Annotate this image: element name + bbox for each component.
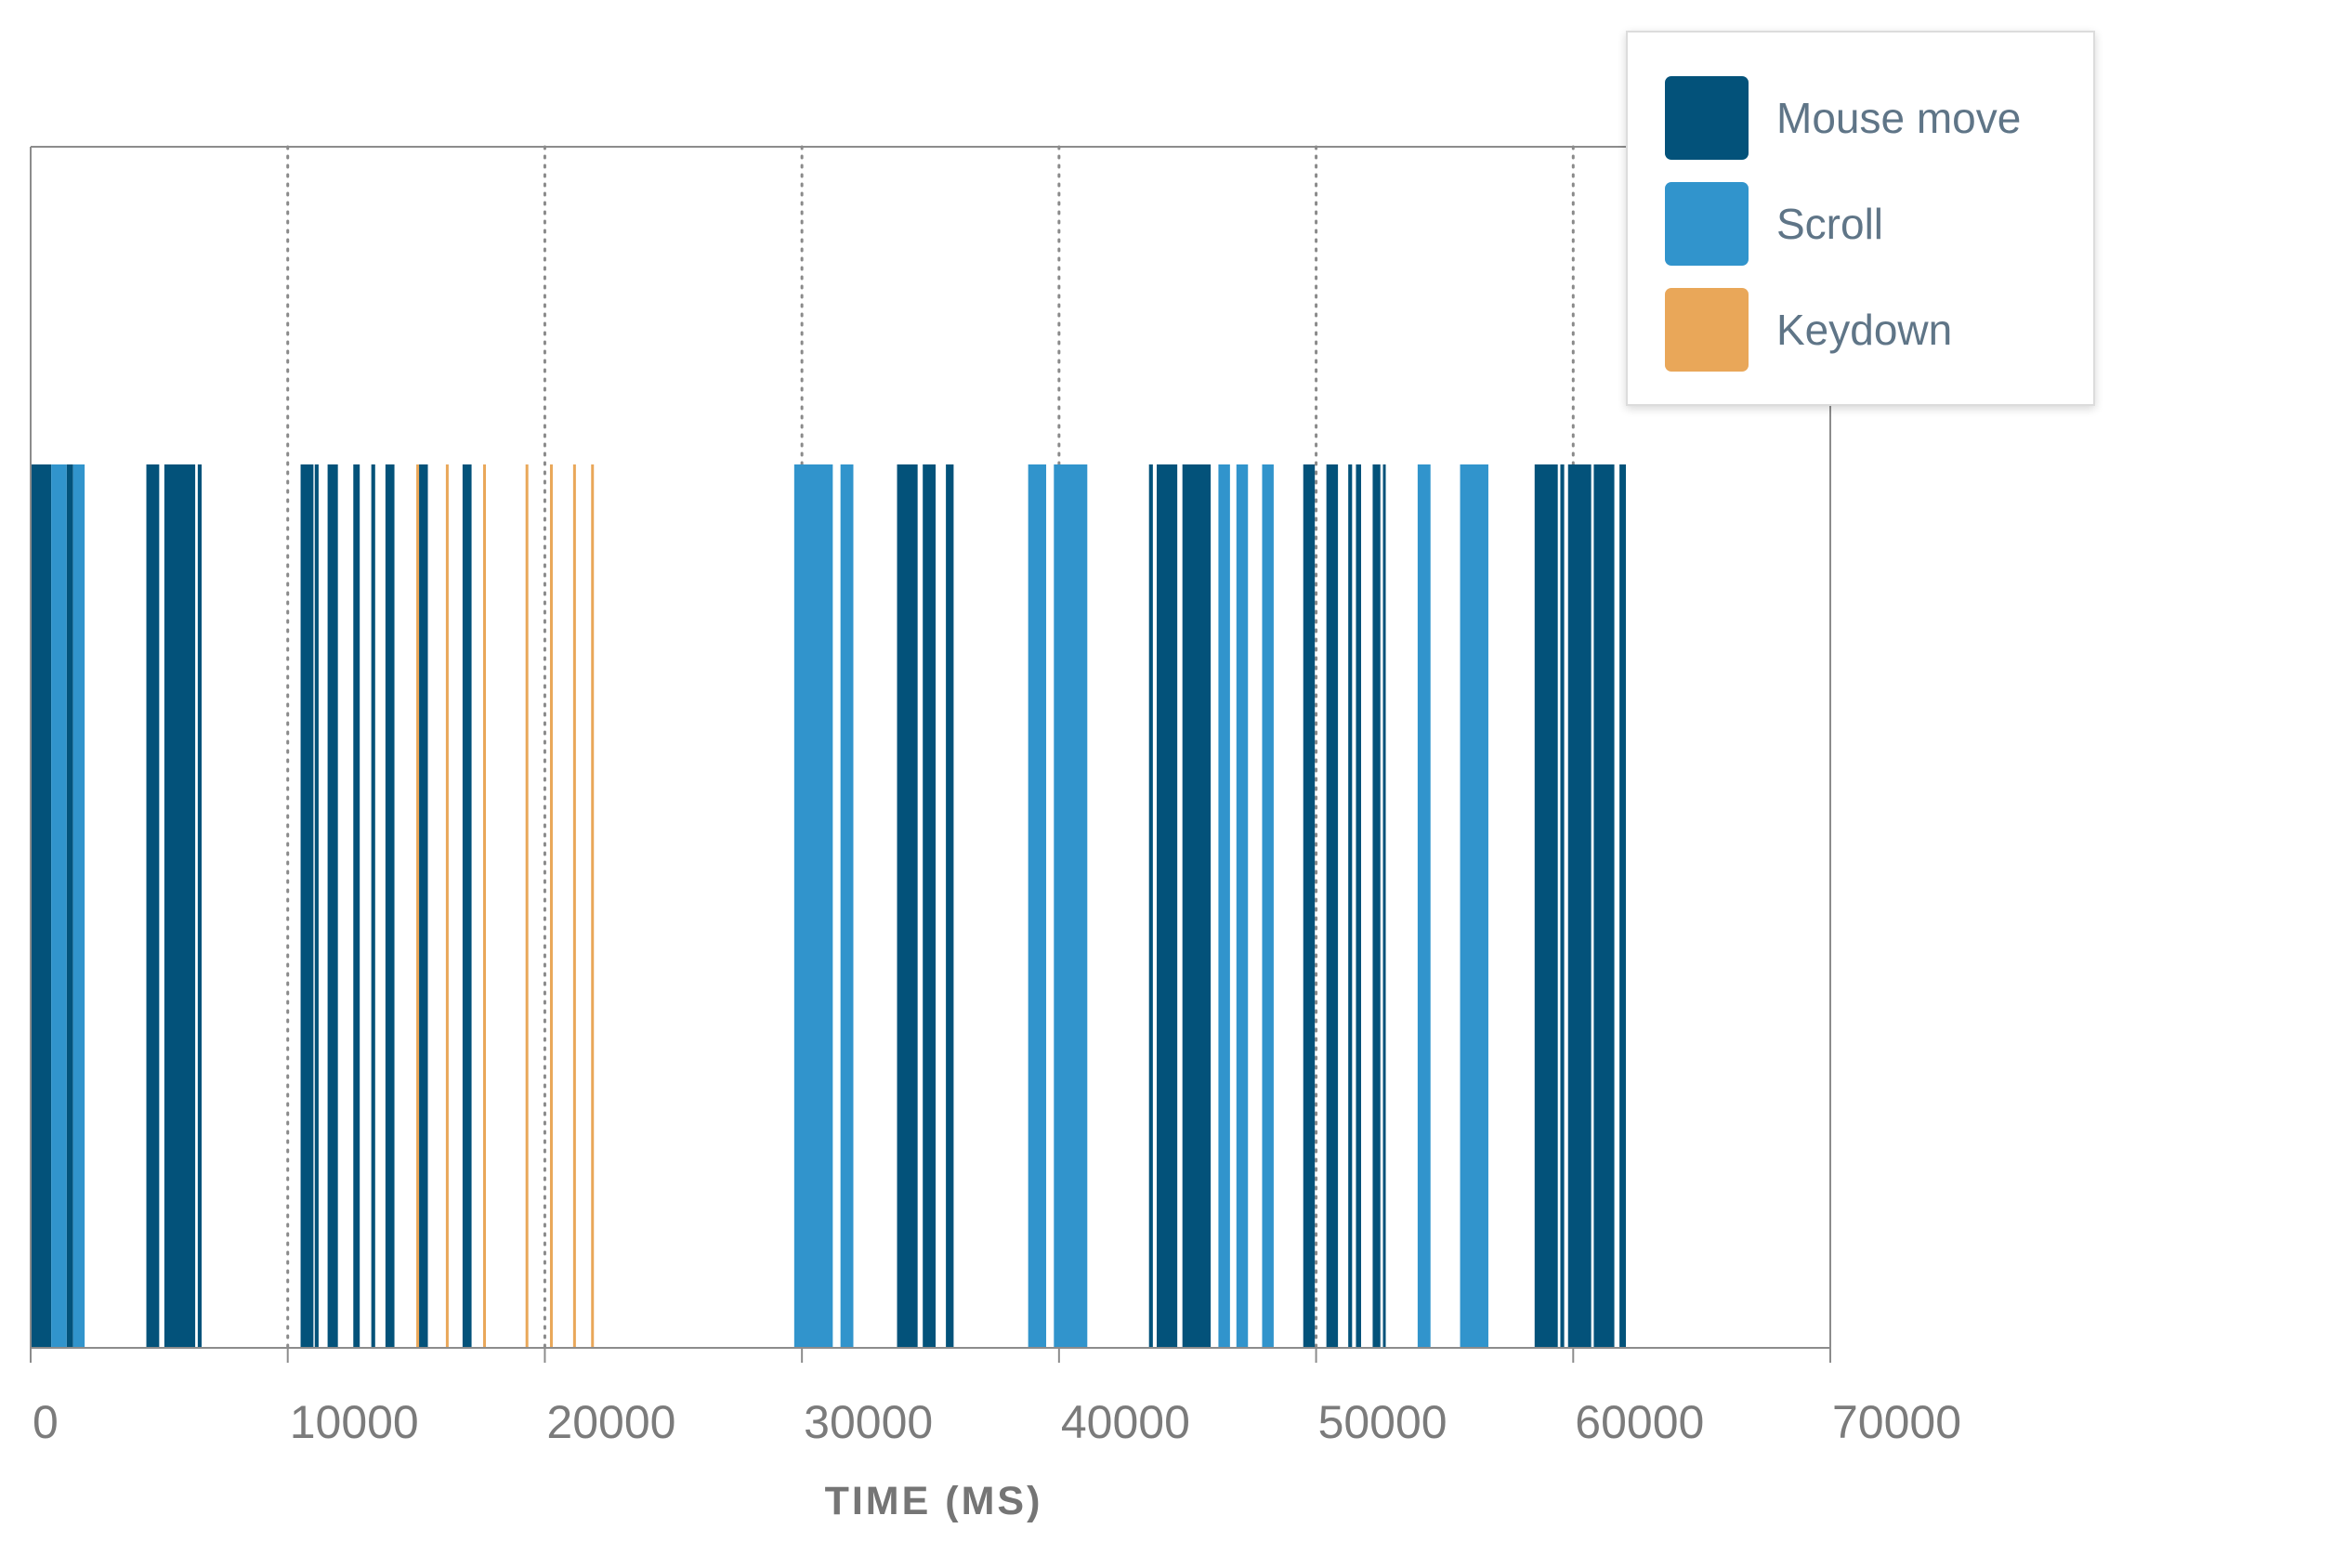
x-axis-title: TIME (MS) <box>825 1479 1043 1523</box>
legend-label-mouse-move: Mouse move <box>1776 94 2022 142</box>
event-bar-mouse-move-5 <box>197 464 203 1348</box>
event-bar-scroll-7 <box>1218 464 1230 1348</box>
event-bar-mouse-move-10 <box>371 464 375 1348</box>
event-bar-scroll-4 <box>840 464 854 1348</box>
series-mouse-move <box>31 464 1627 1348</box>
x-tick-label-0: 0 <box>33 1396 59 1448</box>
event-bar-scroll-10 <box>1417 464 1431 1348</box>
legend-swatch-mouse-move <box>1665 76 1749 160</box>
event-bar-mouse-move-13 <box>462 464 472 1348</box>
event-bar-mouse-move-26 <box>1534 464 1558 1348</box>
event-bar-scroll-11 <box>1460 464 1488 1348</box>
event-bar-scroll-9 <box>1262 464 1274 1348</box>
x-tick-label-20000: 20000 <box>546 1396 675 1448</box>
event-bar-mouse-move-2 <box>66 464 73 1348</box>
event-bar-scroll-1 <box>51 464 67 1348</box>
event-bar-mouse-move-25 <box>1382 464 1386 1348</box>
event-bar-mouse-move-9 <box>353 464 360 1348</box>
event-bar-mouse-move-7 <box>314 464 319 1348</box>
legend-label-keydown: Keydown <box>1776 306 1953 354</box>
x-tick-label-10000: 10000 <box>290 1396 419 1448</box>
event-bar-mouse-move-11 <box>385 464 395 1348</box>
event-bar-mouse-move-1 <box>31 464 52 1348</box>
x-tick-label-60000: 60000 <box>1575 1396 1704 1448</box>
event-bar-scroll-6 <box>1054 464 1088 1348</box>
event-bar-mouse-move-19 <box>1182 464 1212 1348</box>
event-bar-keydown-5 <box>549 464 553 1348</box>
series-keydown <box>416 464 595 1348</box>
event-bar-scroll-2 <box>72 464 85 1348</box>
event-bar-mouse-move-23 <box>1356 464 1361 1348</box>
event-bars <box>31 464 1627 1348</box>
event-bar-mouse-move-8 <box>327 464 338 1348</box>
legend-label-scroll: Scroll <box>1776 200 1884 248</box>
event-bar-mouse-move-4 <box>164 464 196 1348</box>
x-tick-label-50000: 50000 <box>1318 1396 1448 1448</box>
event-bar-mouse-move-18 <box>1157 464 1178 1348</box>
event-bar-scroll-8 <box>1236 464 1249 1348</box>
event-bar-mouse-move-27 <box>1560 464 1565 1348</box>
event-bar-mouse-move-15 <box>923 464 937 1348</box>
event-bar-mouse-move-3 <box>146 464 160 1348</box>
series-scroll <box>51 464 1488 1348</box>
event-bar-mouse-move-6 <box>300 464 314 1348</box>
legend-swatch-keydown <box>1665 288 1749 372</box>
legend-item-keydown: Keydown <box>1665 288 1952 372</box>
event-bar-keydown-3 <box>483 464 487 1348</box>
legend-swatch-scroll <box>1665 182 1749 266</box>
event-bar-mouse-move-22 <box>1348 464 1353 1348</box>
event-bar-keydown-4 <box>525 464 529 1348</box>
x-tick-label-70000: 70000 <box>1832 1396 1961 1448</box>
legend-item-scroll: Scroll <box>1665 182 1883 266</box>
event-bar-mouse-move-16 <box>946 464 954 1348</box>
legend: Mouse move Scroll Keydown <box>1626 31 2095 406</box>
event-bar-mouse-move-30 <box>1619 464 1627 1348</box>
event-bar-mouse-move-29 <box>1593 464 1615 1348</box>
event-bar-mouse-move-21 <box>1326 464 1339 1348</box>
event-bar-mouse-move-12 <box>418 464 428 1348</box>
event-bar-mouse-move-20 <box>1303 464 1316 1348</box>
x-axis-ticks: 0 10000 20000 30000 40000 50000 60000 70000 <box>30 1348 1961 1448</box>
event-bar-scroll-5 <box>1028 464 1047 1348</box>
event-bar-mouse-move-24 <box>1372 464 1381 1348</box>
event-bar-keydown-6 <box>572 464 576 1348</box>
event-bar-mouse-move-14 <box>897 464 918 1348</box>
event-bar-mouse-move-17 <box>1148 464 1153 1348</box>
event-bar-keydown-1 <box>416 464 420 1348</box>
x-tick-label-40000: 40000 <box>1061 1396 1190 1448</box>
event-bar-mouse-move-28 <box>1567 464 1592 1348</box>
x-tick-label-30000: 30000 <box>804 1396 933 1448</box>
event-bar-keydown-7 <box>591 464 595 1348</box>
event-bar-keydown-2 <box>445 464 449 1348</box>
event-bar-scroll-3 <box>793 464 833 1348</box>
legend-item-mouse-move: Mouse move <box>1665 76 2021 160</box>
